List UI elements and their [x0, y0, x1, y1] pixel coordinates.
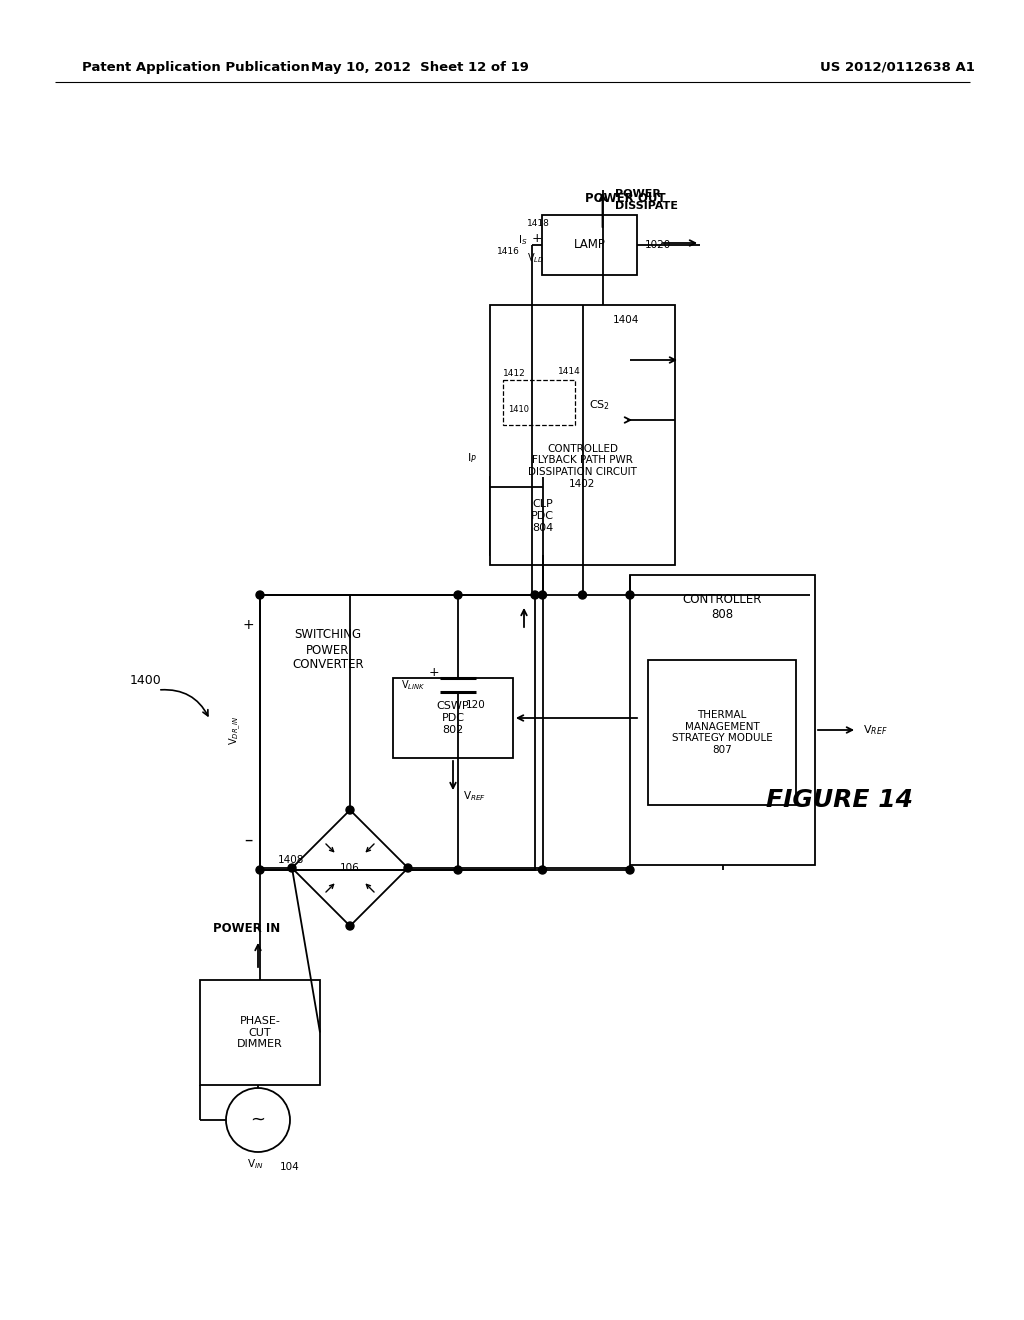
Text: POWER IN: POWER IN	[213, 921, 281, 935]
Text: FIGURE 14: FIGURE 14	[767, 788, 913, 812]
Text: –: –	[244, 832, 252, 849]
Text: 1400: 1400	[130, 673, 162, 686]
Text: Patent Application Publication: Patent Application Publication	[82, 61, 309, 74]
Circle shape	[531, 591, 539, 599]
Bar	[503, 380, 575, 425]
Text: CSWP
PDC
802: CSWP PDC 802	[436, 701, 469, 735]
Text: THERMAL
MANAGEMENT
STRATEGY MODULE
807: THERMAL MANAGEMENT STRATEGY MODULE 807	[672, 710, 772, 755]
Bar	[510, 389, 520, 404]
Circle shape	[539, 866, 547, 874]
Bar	[490, 477, 595, 554]
Text: May 10, 2012  Sheet 12 of 19: May 10, 2012 Sheet 12 of 19	[311, 61, 529, 74]
Bar	[260, 595, 535, 870]
Text: 1404: 1404	[612, 315, 639, 325]
Circle shape	[346, 921, 354, 931]
Text: I$_S$: I$_S$	[518, 234, 528, 247]
Text: 104: 104	[280, 1162, 300, 1172]
Circle shape	[288, 865, 296, 873]
Circle shape	[454, 866, 462, 874]
Circle shape	[404, 865, 412, 873]
Text: CLP
PDC
804: CLP PDC 804	[531, 499, 554, 532]
Bar	[630, 576, 815, 865]
Text: US 2012/0112638 A1: US 2012/0112638 A1	[820, 61, 975, 74]
Text: 1020: 1020	[645, 240, 672, 249]
Text: +: +	[531, 231, 543, 244]
Text: 1410: 1410	[508, 405, 529, 414]
FancyArrowPatch shape	[161, 690, 208, 715]
Text: 120: 120	[466, 700, 485, 710]
Text: V$_{DR\_IN}$: V$_{DR\_IN}$	[227, 715, 243, 744]
Text: CS$_2$: CS$_2$	[590, 399, 610, 412]
Bar	[200, 979, 319, 1085]
Text: 1418: 1418	[526, 219, 550, 228]
Circle shape	[626, 591, 634, 599]
Text: 1414: 1414	[558, 367, 581, 376]
Bar	[648, 660, 796, 805]
Circle shape	[626, 866, 634, 874]
Circle shape	[539, 591, 547, 599]
Text: V$_{LD}$: V$_{LD}$	[527, 251, 545, 265]
Text: PHASE-
CUT
DIMMER: PHASE- CUT DIMMER	[238, 1016, 283, 1049]
Circle shape	[256, 591, 264, 599]
Bar	[522, 389, 532, 404]
Text: ~: ~	[251, 1111, 265, 1129]
Text: CONTROLLER
808: CONTROLLER 808	[683, 593, 762, 620]
Text: V$_{REF}$: V$_{REF}$	[463, 789, 486, 803]
Text: 1412: 1412	[503, 370, 525, 378]
Bar	[490, 305, 675, 565]
Bar	[542, 215, 637, 275]
Circle shape	[256, 866, 264, 874]
Text: +: +	[243, 618, 254, 632]
Circle shape	[579, 591, 587, 599]
Text: POWER
DISSIPATE: POWER DISSIPATE	[614, 189, 678, 211]
Text: I$_P$: I$_P$	[467, 451, 477, 465]
Text: V$_{IN}$: V$_{IN}$	[247, 1158, 263, 1171]
Text: SWITCHING
POWER
CONVERTER: SWITCHING POWER CONVERTER	[292, 628, 364, 672]
Text: 1416: 1416	[497, 248, 520, 256]
Text: 1408: 1408	[278, 855, 304, 865]
Text: CONTROLLED
FLYBACK PATH PWR
DISSIPATION CIRCUIT
1402: CONTROLLED FLYBACK PATH PWR DISSIPATION …	[528, 444, 637, 488]
Text: POWER OUT: POWER OUT	[585, 191, 666, 205]
Text: LAMP: LAMP	[573, 239, 605, 252]
Bar	[393, 678, 513, 758]
Bar	[534, 389, 544, 404]
Text: V$_{REF}$: V$_{REF}$	[863, 723, 888, 737]
Circle shape	[346, 807, 354, 814]
Text: V$_{LINK}$: V$_{LINK}$	[401, 678, 426, 692]
Circle shape	[454, 591, 462, 599]
Text: +: +	[429, 665, 439, 678]
Text: 106: 106	[340, 863, 359, 873]
